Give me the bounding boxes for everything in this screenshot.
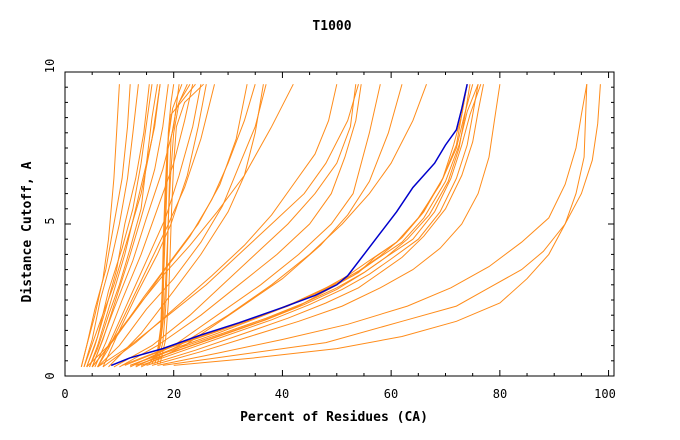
series-line-24: [86, 83, 294, 368]
series-line-9: [89, 84, 158, 368]
x-tick-label-100: 100: [594, 387, 616, 401]
series-line-22: [97, 84, 267, 368]
series-layer: [80, 83, 601, 368]
series-line-18: [148, 83, 196, 365]
series-line-2: [83, 84, 139, 368]
series-line-30: [135, 84, 427, 368]
x-axis-label: Percent of Residues (CA): [240, 410, 428, 425]
x-tick-label-0: 0: [61, 387, 68, 401]
y-tick-label-10: 10: [43, 59, 57, 73]
series-line-34: [140, 84, 479, 366]
series-line-7: [83, 84, 161, 368]
series-line-44: [102, 84, 338, 368]
series-line-20: [151, 83, 188, 365]
series-line-19: [159, 83, 204, 364]
highlight-series-line: [110, 84, 468, 367]
series-line-27: [119, 84, 362, 368]
chart-title: T1000: [312, 19, 351, 34]
series-line-11: [97, 84, 202, 368]
series-line-38: [130, 84, 468, 366]
series-line-23: [91, 84, 248, 368]
x-tick-label-20: 20: [167, 387, 181, 401]
series-line-26: [113, 84, 357, 368]
y-tick-label-0: 0: [43, 372, 57, 379]
series-line-31: [135, 84, 474, 366]
series-line-35: [121, 84, 468, 366]
series-line-25: [108, 84, 264, 368]
series-line-41: [162, 84, 601, 366]
series-line-42: [173, 84, 588, 366]
series-line-4: [86, 84, 153, 368]
series-line-37: [146, 84, 484, 366]
series-line-36: [135, 84, 471, 366]
highlight-layer: [110, 84, 468, 367]
y-tick-label-5: 5: [43, 217, 57, 224]
y-axis-label: Distance Cutoff, A: [20, 161, 35, 302]
series-line-40: [157, 84, 588, 366]
x-tick-label-40: 40: [275, 387, 289, 401]
x-tick-label-80: 80: [493, 387, 507, 401]
series-line-39: [151, 84, 501, 366]
series-line-10: [94, 84, 194, 368]
series-line-13: [80, 84, 131, 368]
series-line-32: [124, 84, 479, 366]
tick-layer: [64, 71, 614, 377]
series-line-28: [129, 84, 381, 368]
x-tick-label-60: 60: [384, 387, 398, 401]
